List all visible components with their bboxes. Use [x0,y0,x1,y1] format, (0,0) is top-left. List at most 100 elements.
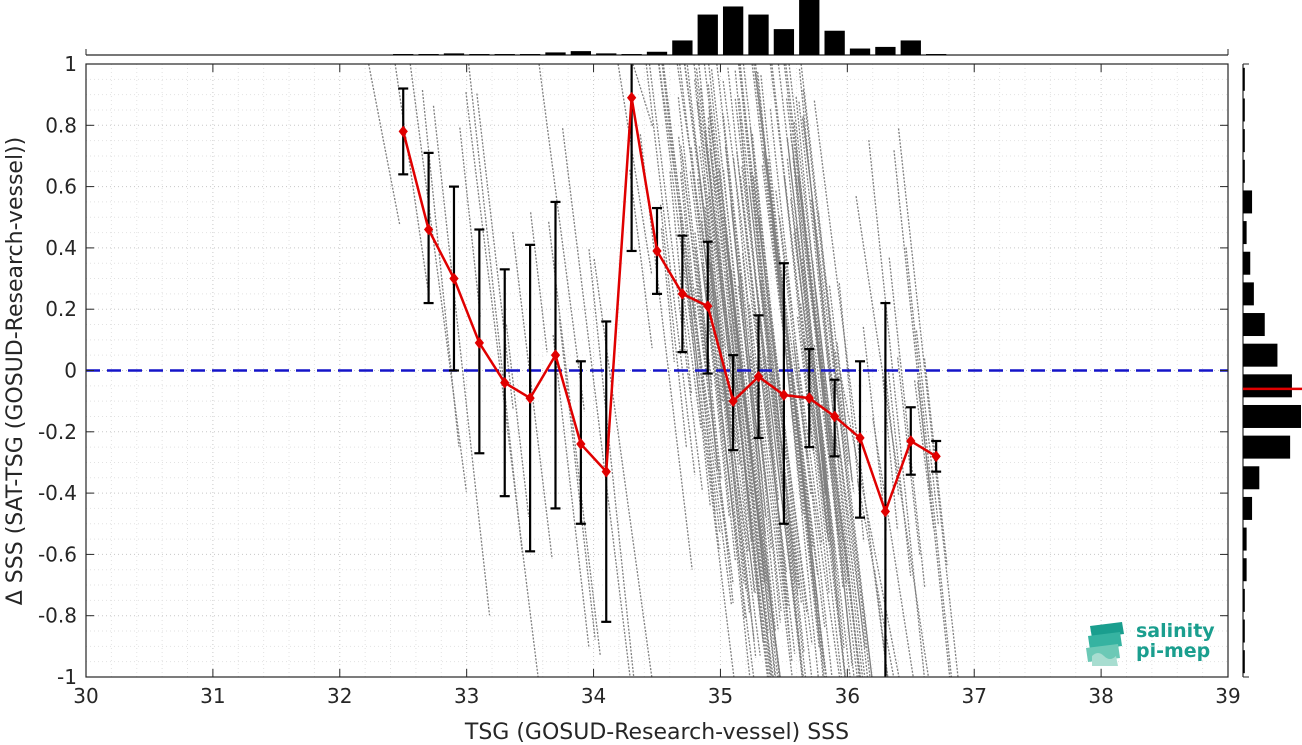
x-tick-label: 33 [454,684,479,708]
scatter-streak [857,480,895,678]
x-tick-label: 31 [200,684,225,708]
x-histogram-bar [773,29,795,55]
scatter-streak [813,100,889,678]
binned-mean-point [880,505,891,518]
scatter-streak [795,148,855,678]
binned-mean-point [703,300,713,312]
scatter-streak [722,169,765,583]
scatter-streak [771,221,814,549]
scatter-streak [748,304,791,641]
scatter-streak [476,93,514,410]
y-histogram-bar [1243,129,1245,153]
x-tick-label: 34 [581,684,606,708]
scatter-streak [734,70,789,607]
y-histogram-bar [1243,496,1253,520]
scatter-streak [718,170,777,676]
scatter-streak [716,63,782,612]
scatter-streak [561,128,631,678]
binned-mean-point [626,91,637,104]
scatter-streak [798,101,864,678]
scatter-points [368,63,959,678]
scatter-streak [836,342,853,482]
binned-mean-point [550,349,561,361]
scatter-streak [722,217,768,580]
scatter-streak [394,63,430,296]
scatter-streak [793,121,844,589]
scatter-streak [872,418,914,678]
scatter-streak [799,303,832,548]
binned-mean-point [906,435,916,447]
scatter-streak [802,339,828,535]
y-histogram-bar [1243,282,1254,306]
x-histogram-bar [418,54,439,55]
scatter-streak [680,145,713,408]
scatter-streak [710,69,780,678]
scatter-streak [811,260,844,541]
scatter-streak [648,63,703,491]
x-tick-label: 35 [708,684,733,708]
y-histogram [1242,63,1302,678]
scatter-streak [769,109,833,678]
y-histogram-bar [1243,98,1245,122]
x-histogram-bar [443,53,465,55]
scatter-streak [772,378,801,588]
binned-mean-point [525,392,535,404]
scatter-streak [694,288,734,584]
scatter-streak [785,98,858,678]
scatter-streak [801,118,873,678]
scatter-streak [913,380,935,530]
binned-mean-point [398,125,408,138]
scatter-streak [588,249,635,678]
y-tick-label: -0.6 [38,542,77,566]
scatter-streak [897,128,959,678]
binned-mean-point [474,337,484,349]
scatter-streak [677,97,734,604]
scatter-streak [679,217,711,506]
scatter-streak [724,146,777,647]
y-histogram-bar [1243,558,1247,582]
x-tick-labels: 30 31 32 33 34 35 36 37 38 39 [73,684,1240,708]
x-tick-label: 36 [835,684,860,708]
binned-mean-point [753,370,764,383]
y-tick-label: 0.4 [45,236,77,260]
scatter-streak [682,287,702,428]
scatter-streak [681,155,712,411]
x-histogram-bar [621,54,642,55]
scatter-streak [660,228,675,362]
scatter-streak [893,150,951,678]
x-histogram-bar [596,53,617,55]
scatter-streak [703,220,755,642]
scatter-streak [558,318,596,640]
scatter-streak [695,68,741,427]
y-histogram-bar [1243,466,1260,490]
scatter-streak [409,63,468,492]
scatter-streak [707,127,732,361]
x-histogram-bar [799,0,820,55]
binned-mean-point [728,395,738,407]
scatter-streak [760,281,800,589]
scatter-streak [552,334,590,649]
scatter-streak [698,146,725,349]
y-tick-labels: -1 -0.8 -0.6 -0.4 -0.2 0 0.2 0.4 0.6 0.8 1 [38,52,77,689]
y-tick-label: -0.8 [38,604,77,628]
scatter-streak [736,152,796,654]
y-tick-label: -1 [57,665,77,689]
scatter-streak [917,382,932,495]
binned-mean-point [830,410,840,423]
scatter-streak [905,247,953,678]
y-histogram-bar [1243,343,1278,367]
scatter-streak [800,63,873,678]
y-tick-label: 0 [64,359,77,383]
y-axis-label: Δ SSS (SAT-TSG (GOSUD-Research-vessel)) [3,137,28,605]
scatter-streak [468,63,523,553]
scatter-streak [786,158,830,543]
y-histogram-bar [1243,404,1301,428]
scatter-streak [548,221,601,657]
scatter-streak [730,204,767,537]
y-histogram-bar [1243,619,1245,643]
scatter-streak [368,63,401,225]
x-histogram-bar [722,6,744,55]
scatter-streak [885,377,900,497]
scatter-streak [786,362,804,515]
scatter-streak [793,342,812,496]
